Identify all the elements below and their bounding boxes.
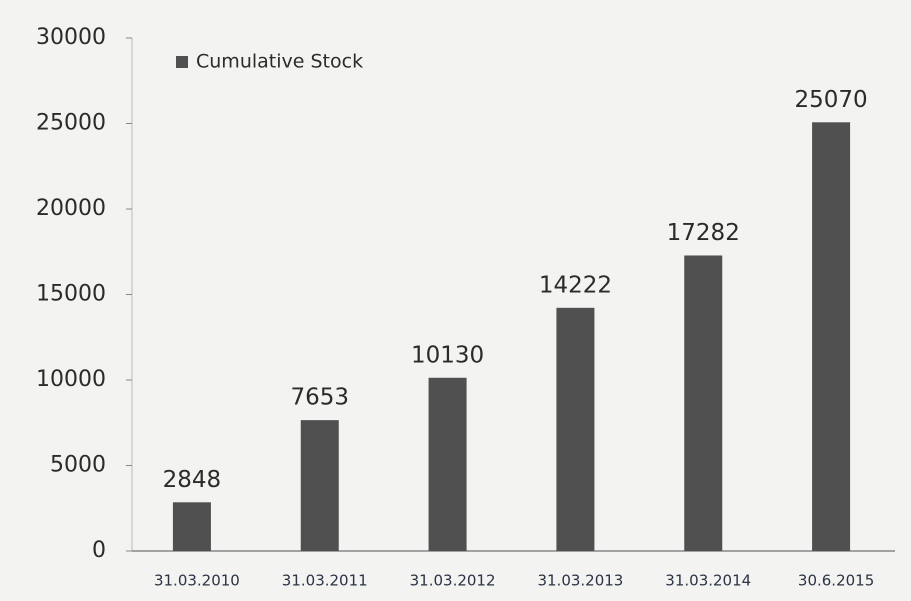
legend-label: Cumulative Stock <box>196 51 363 73</box>
y-tick-label: 15000 <box>36 282 106 307</box>
data-label: 7653 <box>290 385 349 411</box>
bar <box>300 420 339 551</box>
y-tick-label: 0 <box>92 538 106 563</box>
bar <box>684 255 723 552</box>
bar <box>172 502 211 551</box>
x-tick-label: 31.03.2011 <box>282 572 368 590</box>
data-label: 2848 <box>163 467 222 493</box>
x-tick-label: 30.6.2015 <box>798 572 874 590</box>
y-tick-label: 30000 <box>36 25 106 50</box>
x-tick-label: 31.03.2013 <box>537 572 623 590</box>
data-label: 14222 <box>539 272 612 298</box>
bar <box>556 307 595 551</box>
y-tick-label: 5000 <box>50 453 106 478</box>
y-tick-label: 10000 <box>36 367 106 392</box>
bar <box>812 122 851 551</box>
y-tick-label: 25000 <box>36 111 106 136</box>
y-tick-label: 20000 <box>36 196 106 221</box>
x-tick-label: 31.03.2014 <box>665 572 751 590</box>
data-label: 10130 <box>411 342 484 368</box>
x-tick-label: 31.03.2010 <box>154 572 240 590</box>
x-tick-label: 31.03.2012 <box>410 572 496 590</box>
legend-swatch <box>176 56 188 68</box>
data-label: 25070 <box>794 87 867 113</box>
data-label: 17282 <box>667 220 740 246</box>
bar <box>428 377 467 551</box>
